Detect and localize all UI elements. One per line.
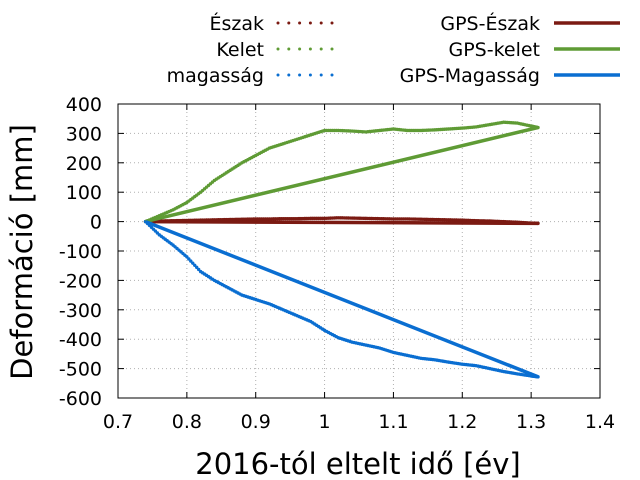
x-tick-label: 1.3: [516, 411, 546, 433]
y-tick-label: 0: [90, 212, 102, 234]
x-tick-label: 1.1: [378, 411, 408, 433]
series-kelet: [143, 120, 540, 224]
legend-swatch-dot: [298, 47, 302, 51]
legend-swatch-dot: [308, 47, 312, 51]
plot-series: [143, 120, 540, 379]
y-tick-label: -600: [59, 388, 102, 410]
y-tick-label: -100: [59, 241, 102, 263]
series-line-gps-eszak: [145, 219, 539, 226]
x-axis-title: 2016-tól eltelt idő [év]: [195, 447, 520, 480]
legend-swatch-dot: [298, 73, 302, 77]
legend-swatch-dot: [276, 73, 280, 77]
series-line-gps-magassag: [144, 219, 539, 379]
axis-ticks: 0.7 0.8 0.9 1 1.1 1.2 1.3 1.4 -600 -500 -400 -300 -2…: [59, 94, 615, 433]
y-tick-label: -300: [59, 300, 102, 322]
legend-label: Észak: [209, 12, 264, 35]
legend-swatch-dot: [276, 47, 280, 51]
x-tick-label: 0.9: [241, 411, 271, 433]
legend-swatch-dot: [287, 47, 291, 51]
series-line-gps-kelet: [145, 125, 539, 224]
y-tick-label: -200: [59, 270, 102, 292]
x-tick-label: 0.8: [172, 411, 202, 433]
legend-swatch-dot: [276, 21, 280, 25]
legend: Észak Kelet magasság GPS-Észak GPS-kelet GPS-…: [167, 12, 620, 87]
y-tick-label: 300: [66, 123, 102, 145]
legend-label: GPS-Észak: [440, 12, 540, 35]
y-tick-label: 200: [66, 153, 102, 175]
legend-swatch-dot: [330, 73, 334, 77]
legend-swatch-dot: [319, 47, 323, 51]
series-magassag: [143, 219, 540, 379]
y-axis-title: Deformáció [mm]: [5, 124, 39, 380]
legend-swatch-dot: [287, 73, 291, 77]
x-tick-label: 1.2: [447, 411, 477, 433]
legend-label: magasság: [167, 65, 264, 87]
legend-swatch-dot: [319, 73, 323, 77]
y-tick-label: -400: [59, 329, 102, 351]
legend-swatch-dot: [287, 21, 291, 25]
x-tick-label: 0.7: [103, 411, 133, 433]
grid-lines: [118, 104, 600, 398]
legend-swatch-dot: [319, 21, 323, 25]
legend-swatch-dot: [298, 21, 302, 25]
legend-label: GPS-Magasság: [400, 65, 540, 87]
x-tick-label: 1: [319, 411, 331, 433]
y-tick-label: -500: [59, 359, 102, 381]
legend-swatch-dot: [330, 47, 334, 51]
legend-swatch-dot: [330, 21, 334, 25]
x-tick-label: 1.4: [585, 411, 615, 433]
legend-label: GPS-kelet: [448, 39, 540, 61]
y-tick-label: 100: [66, 182, 102, 204]
y-tick-label: 400: [66, 94, 102, 116]
legend-swatch-dot: [308, 21, 312, 25]
legend-label: Kelet: [216, 39, 264, 61]
legend-swatch-dot: [308, 73, 312, 77]
